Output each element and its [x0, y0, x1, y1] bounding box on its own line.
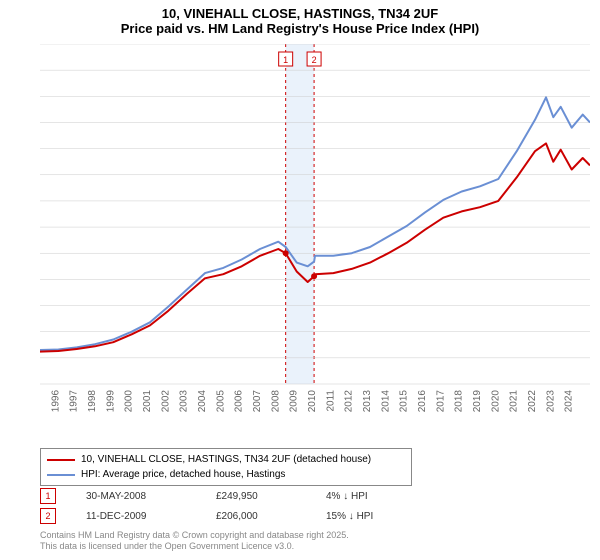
legend-swatch-price-paid — [47, 459, 75, 461]
svg-text:2000: 2000 — [124, 390, 135, 413]
svg-text:2024: 2024 — [564, 390, 575, 413]
svg-text:2004: 2004 — [197, 390, 208, 413]
legend-swatch-hpi — [47, 474, 75, 476]
sale-row: 2 11-DEC-2009 £206,000 15% ↓ HPI — [40, 508, 466, 524]
title-line2: Price paid vs. HM Land Registry's House … — [0, 21, 600, 36]
legend-label-price-paid: 10, VINEHALL CLOSE, HASTINGS, TN34 2UF (… — [81, 452, 371, 467]
svg-text:2023: 2023 — [545, 390, 556, 413]
footer-line1: Contains HM Land Registry data © Crown c… — [40, 530, 349, 541]
line-chart: £0£50K£100K£150K£200K£250K£300K£350K£400… — [40, 44, 590, 414]
svg-text:1995: 1995 — [40, 390, 43, 413]
sale-price: £206,000 — [216, 511, 326, 522]
svg-text:1997: 1997 — [69, 390, 80, 413]
svg-text:2011: 2011 — [325, 390, 336, 412]
sale-row: 1 30-MAY-2008 £249,950 4% ↓ HPI — [40, 488, 466, 504]
svg-text:2012: 2012 — [344, 390, 355, 413]
svg-text:2018: 2018 — [454, 390, 465, 413]
legend-label-hpi: HPI: Average price, detached house, Hast… — [81, 467, 285, 482]
svg-text:1998: 1998 — [87, 390, 98, 413]
svg-text:2: 2 — [312, 55, 317, 65]
svg-text:2008: 2008 — [270, 390, 281, 413]
svg-text:2017: 2017 — [435, 390, 446, 413]
svg-text:2007: 2007 — [252, 390, 263, 413]
title-line1: 10, VINEHALL CLOSE, HASTINGS, TN34 2UF — [0, 6, 600, 21]
svg-text:2013: 2013 — [362, 390, 373, 413]
svg-text:2020: 2020 — [490, 390, 501, 413]
svg-text:2002: 2002 — [160, 390, 171, 413]
svg-text:2006: 2006 — [234, 390, 245, 413]
sale-date: 30-MAY-2008 — [86, 491, 216, 502]
legend: 10, VINEHALL CLOSE, HASTINGS, TN34 2UF (… — [40, 448, 412, 486]
chart-area: £0£50K£100K£150K£200K£250K£300K£350K£400… — [40, 44, 590, 414]
sale-delta: 4% ↓ HPI — [326, 491, 466, 502]
svg-text:1: 1 — [283, 55, 288, 65]
svg-text:2016: 2016 — [417, 390, 428, 413]
svg-text:2009: 2009 — [289, 390, 300, 413]
sales-table: 1 30-MAY-2008 £249,950 4% ↓ HPI 2 11-DEC… — [40, 488, 466, 528]
svg-text:2010: 2010 — [307, 390, 318, 413]
sale-marker-icon: 2 — [40, 508, 56, 524]
svg-text:2005: 2005 — [215, 390, 226, 413]
footer-line2: This data is licensed under the Open Gov… — [40, 541, 349, 552]
sale-price: £249,950 — [216, 491, 326, 502]
svg-text:2003: 2003 — [179, 390, 190, 413]
sale-delta: 15% ↓ HPI — [326, 511, 466, 522]
svg-text:2014: 2014 — [380, 390, 391, 413]
chart-title-area: 10, VINEHALL CLOSE, HASTINGS, TN34 2UF P… — [0, 0, 600, 36]
svg-text:2022: 2022 — [527, 390, 538, 413]
legend-item-hpi: HPI: Average price, detached house, Hast… — [47, 467, 405, 482]
svg-text:2015: 2015 — [399, 390, 410, 413]
svg-text:2019: 2019 — [472, 390, 483, 413]
sale-marker-icon: 1 — [40, 488, 56, 504]
sale-date: 11-DEC-2009 — [86, 511, 216, 522]
footer: Contains HM Land Registry data © Crown c… — [40, 530, 349, 552]
svg-text:2021: 2021 — [509, 390, 520, 413]
svg-text:1999: 1999 — [105, 390, 116, 413]
svg-text:1996: 1996 — [50, 390, 61, 413]
svg-text:2001: 2001 — [142, 390, 153, 413]
legend-item-price-paid: 10, VINEHALL CLOSE, HASTINGS, TN34 2UF (… — [47, 452, 405, 467]
